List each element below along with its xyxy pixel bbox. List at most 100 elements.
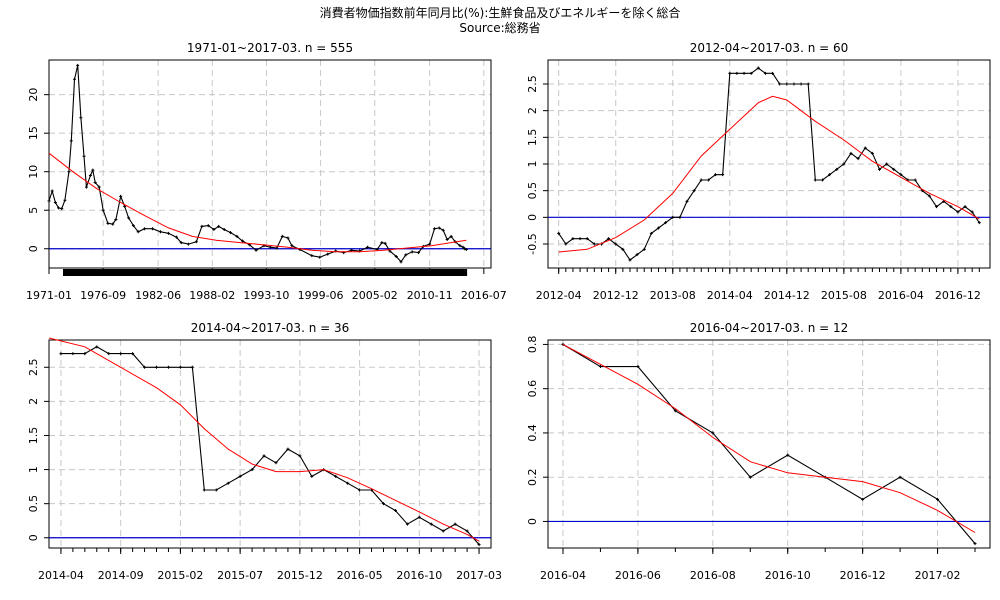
y-tick-label: 0.6: [526, 380, 539, 398]
chart-panel-4: 2016-04~2017-03. n = 12 0 0.2 0.4 0.6 0.8 2016…: [526, 321, 991, 582]
data-point: [970, 210, 974, 214]
x-tick-label: 2016-06: [615, 569, 661, 582]
data-point: [404, 253, 408, 257]
data-point: [84, 185, 88, 189]
data-point: [69, 139, 73, 143]
data-point: [721, 173, 725, 177]
x-tick-label: 1982-06: [135, 289, 181, 302]
data-series-line: [60, 346, 480, 545]
data-point: [441, 228, 445, 232]
data-point: [107, 352, 111, 356]
data-point: [417, 515, 421, 519]
data-point: [578, 237, 582, 241]
data-point: [453, 522, 457, 526]
data-point: [310, 254, 314, 258]
data-point: [417, 251, 421, 255]
smooth-trend-line: [558, 95, 980, 253]
x-tick-label: 2010-11: [407, 289, 453, 302]
data-point: [706, 178, 710, 182]
data-point: [749, 71, 753, 75]
data-point: [136, 230, 140, 234]
data-point: [742, 71, 746, 75]
data-point: [913, 178, 917, 182]
data-point: [166, 231, 170, 235]
data-point: [202, 488, 206, 492]
data-point: [143, 365, 147, 369]
data-point: [280, 234, 284, 238]
data-point: [318, 255, 322, 259]
data-point: [82, 154, 86, 158]
data-point: [735, 71, 739, 75]
data-point: [820, 178, 824, 182]
data-point: [432, 227, 436, 231]
data-point: [835, 167, 839, 171]
data-point: [786, 453, 790, 457]
data-point: [429, 522, 433, 526]
x-tick-label: 2015-12: [277, 569, 323, 582]
data-point: [238, 474, 242, 478]
data-point: [463, 247, 467, 251]
data-point: [936, 497, 940, 501]
data-point: [799, 82, 803, 86]
data-point: [71, 352, 75, 356]
data-point: [123, 204, 127, 208]
data-point: [863, 146, 867, 150]
data-point: [72, 77, 76, 81]
data-point: [241, 239, 245, 243]
data-point: [898, 475, 902, 479]
data-point: [366, 245, 370, 249]
smooth-trend-line: [48, 152, 467, 253]
x-tick-label: 2016-12: [840, 569, 886, 582]
data-point: [748, 475, 752, 479]
data-point: [778, 82, 782, 86]
y-tick-label: 0.4: [526, 424, 539, 442]
data-point: [927, 194, 931, 198]
data-point: [88, 174, 92, 178]
data-point: [358, 488, 362, 492]
data-point: [194, 240, 198, 244]
data-point: [93, 180, 97, 184]
data-point: [598, 365, 602, 369]
plot-frame: [48, 339, 492, 549]
data-point: [564, 242, 568, 246]
y-tick-label: 2.5: [526, 75, 539, 93]
data-point: [813, 178, 817, 182]
y-tick-label: 2: [27, 398, 40, 405]
plot-frame: [547, 339, 991, 549]
data-point: [91, 168, 95, 172]
x-tick-label: 2013-08: [650, 289, 696, 302]
data-point: [59, 352, 63, 356]
data-point: [628, 258, 632, 262]
y-tick-label: 0: [526, 214, 539, 221]
x-tick-label: 2016-04: [878, 289, 924, 302]
y-tick-label: 15: [27, 126, 40, 140]
x-tick-label: 2017-03: [456, 569, 502, 582]
data-point: [229, 231, 233, 235]
data-point: [143, 227, 147, 231]
data-point: [151, 227, 155, 231]
x-tick-label: 2015-02: [157, 569, 203, 582]
data-point: [179, 241, 183, 245]
data-point: [97, 185, 101, 189]
data-point: [310, 474, 314, 478]
data-point: [437, 226, 441, 230]
y-tick-label: 1: [27, 466, 40, 473]
x-tick-label: 1976-09: [80, 289, 126, 302]
x-tick-label: 2014-09: [98, 569, 144, 582]
x-tick-label: 1971-01: [26, 289, 72, 302]
data-point: [206, 224, 210, 228]
data-point: [849, 151, 853, 155]
data-point: [842, 162, 846, 166]
data-point: [685, 199, 689, 203]
data-point: [222, 227, 226, 231]
data-series-line: [562, 343, 976, 544]
data-point: [393, 508, 397, 512]
data-point: [671, 215, 675, 219]
y-tick-label: 2: [526, 107, 539, 114]
data-point: [174, 235, 178, 239]
data-point: [226, 481, 230, 485]
data-point: [445, 237, 449, 241]
y-tick-label: 1.5: [27, 427, 40, 445]
x-tick-label: 2016-10: [765, 569, 811, 582]
data-point: [464, 248, 468, 252]
